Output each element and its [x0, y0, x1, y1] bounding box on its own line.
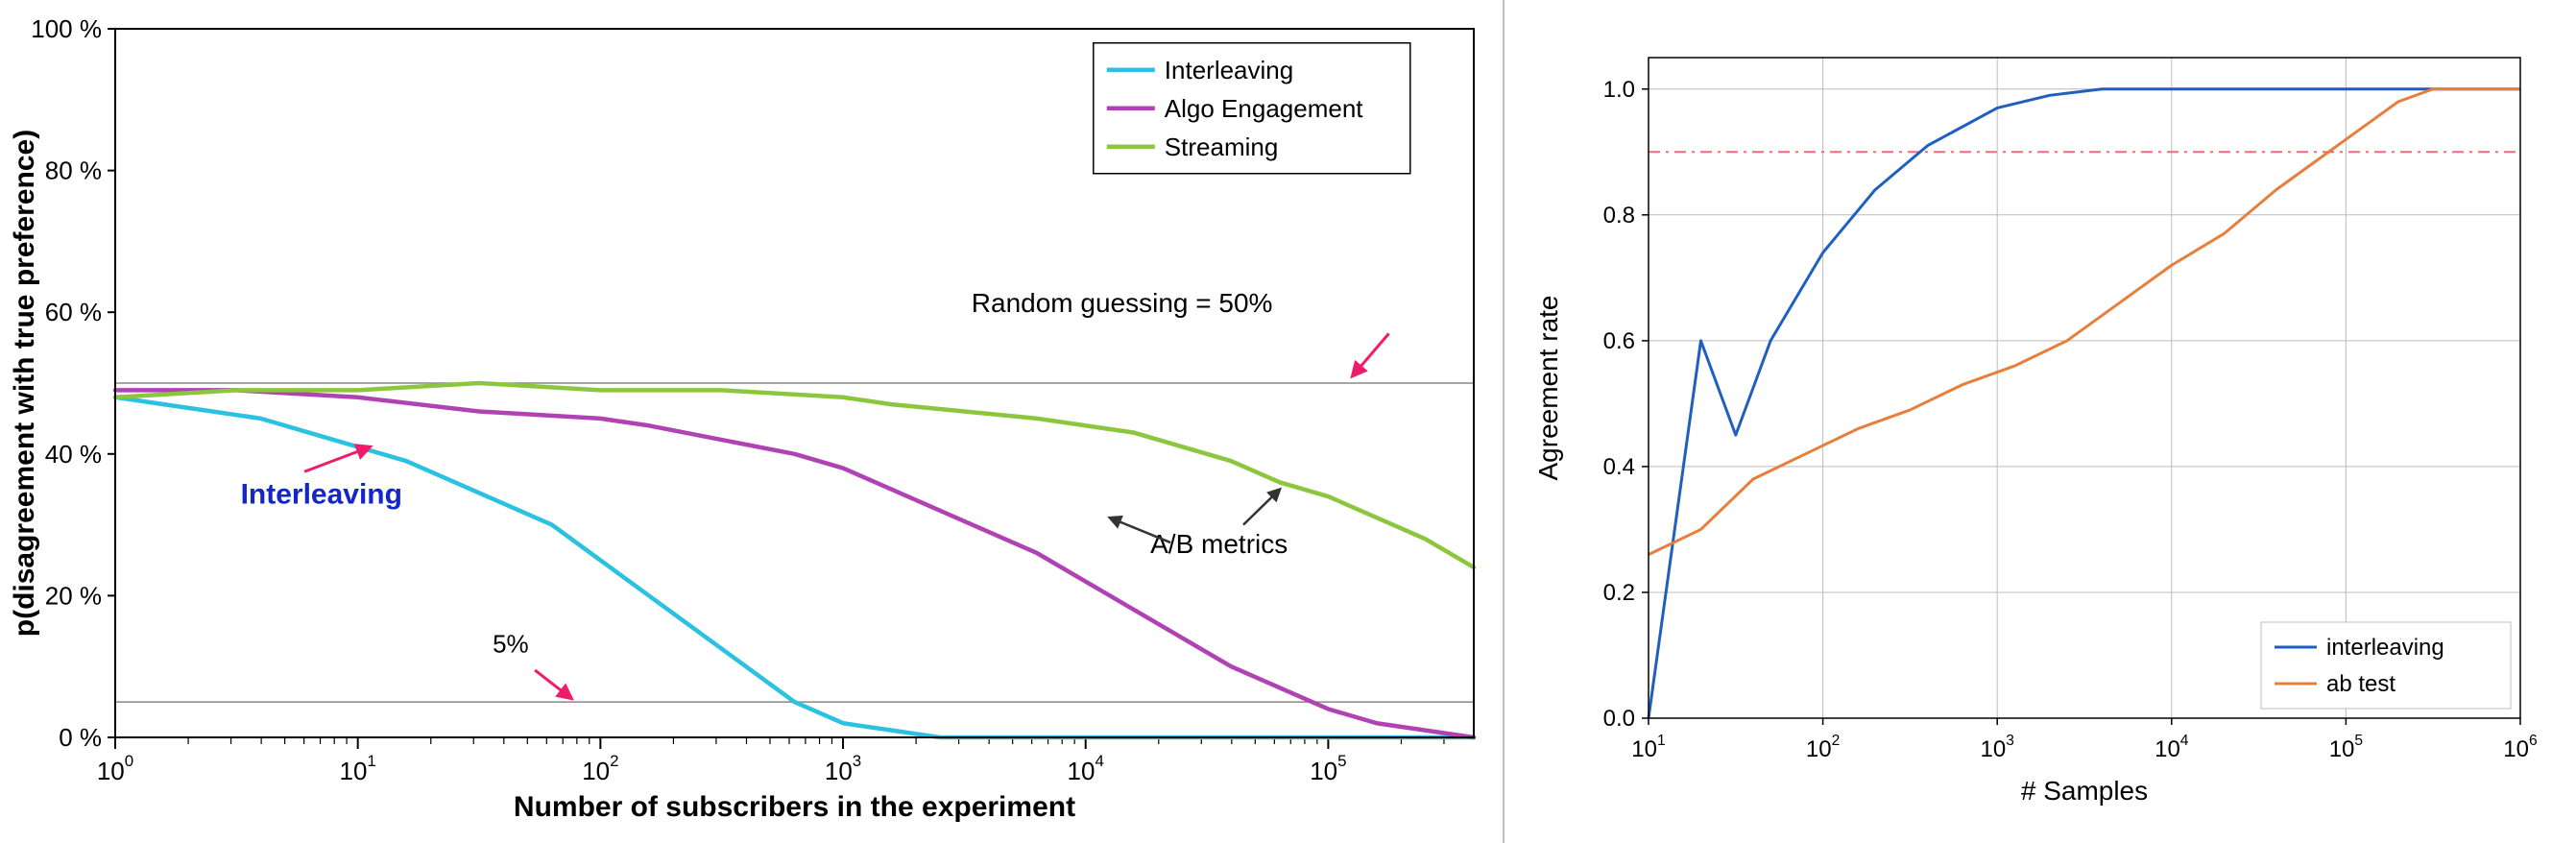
y-tick-label: 100 % — [31, 14, 102, 43]
y-tick-label: 80 % — [45, 157, 102, 185]
annotation-text: 5% — [493, 629, 529, 658]
x-tick-label: 105 — [1310, 752, 1346, 785]
x-tick-label: 106 — [2503, 733, 2537, 762]
x-tick-label: 100 — [97, 752, 133, 785]
annotation-text: A/B metrics — [1150, 529, 1288, 559]
x-tick-label: 103 — [1981, 733, 2014, 762]
x-tick-label: 102 — [582, 752, 618, 785]
y-axis-label: p(disagreement with true preference) — [9, 130, 40, 637]
y-tick-label: 0.2 — [1603, 580, 1635, 606]
annotation-text: Random guessing = 50% — [972, 288, 1273, 318]
series-ab-test — [1649, 89, 2520, 555]
x-tick-label: 102 — [1806, 733, 1840, 762]
right-panel: 0.0 0.2 0.4 0.6 0.8 1.0 101 102 103 104 105 106 Agre… — [1505, 0, 2576, 843]
x-tick-label: 103 — [825, 752, 861, 785]
x-tick-label: 101 — [1631, 733, 1665, 762]
legend-label: Algo Engagement — [1165, 94, 1363, 123]
legend-label: Interleaving — [1165, 56, 1293, 84]
x-tick-label: 105 — [2329, 733, 2364, 762]
right-chart: 0.0 0.2 0.4 0.6 0.8 1.0 101 102 103 104 105 106 Agre… — [1505, 0, 2576, 843]
series-algo-engagement — [115, 390, 1474, 737]
y-tick-label: 0.6 — [1603, 328, 1635, 354]
legend-label: ab test — [2326, 671, 2395, 697]
annotation-arrow — [1243, 490, 1280, 525]
y-tick-label: 0.4 — [1603, 454, 1635, 480]
y-tick-label: 1.0 — [1603, 77, 1635, 103]
left-panel: 0 % 20 % 40 % 60 % 80 % 100 % 100 101 102 103 104 1… — [0, 0, 1505, 843]
annotation-text: Interleaving — [241, 478, 402, 510]
legend-label: Streaming — [1165, 132, 1279, 161]
annotation-arrow — [304, 446, 370, 471]
y-axis-label: Agreement rate — [1533, 296, 1563, 481]
y-tick-label: 60 % — [45, 298, 102, 326]
x-tick-label: 101 — [340, 752, 376, 785]
y-tick-label: 0.0 — [1603, 706, 1635, 732]
y-tick-label: 20 % — [45, 581, 102, 610]
annotation-arrow — [1353, 333, 1389, 375]
x-tick-label: 104 — [2155, 733, 2189, 762]
x-axis-label: # Samples — [2021, 776, 2148, 806]
x-axis-label: Number of subscribers in the experiment — [514, 791, 1075, 823]
y-tick-label: 0.8 — [1603, 203, 1635, 229]
series-interleaving — [115, 397, 1474, 737]
figure-pair: 0 % 20 % 40 % 60 % 80 % 100 % 100 101 102 103 104 1… — [0, 0, 2576, 843]
x-tick-label: 104 — [1068, 752, 1104, 785]
y-tick-label: 40 % — [45, 440, 102, 469]
left-chart: 0 % 20 % 40 % 60 % 80 % 100 % 100 101 102 103 104 1… — [0, 0, 1503, 843]
annotation-arrow — [535, 670, 571, 699]
legend-label: interleaving — [2326, 635, 2444, 661]
y-tick-label: 0 % — [59, 723, 102, 752]
